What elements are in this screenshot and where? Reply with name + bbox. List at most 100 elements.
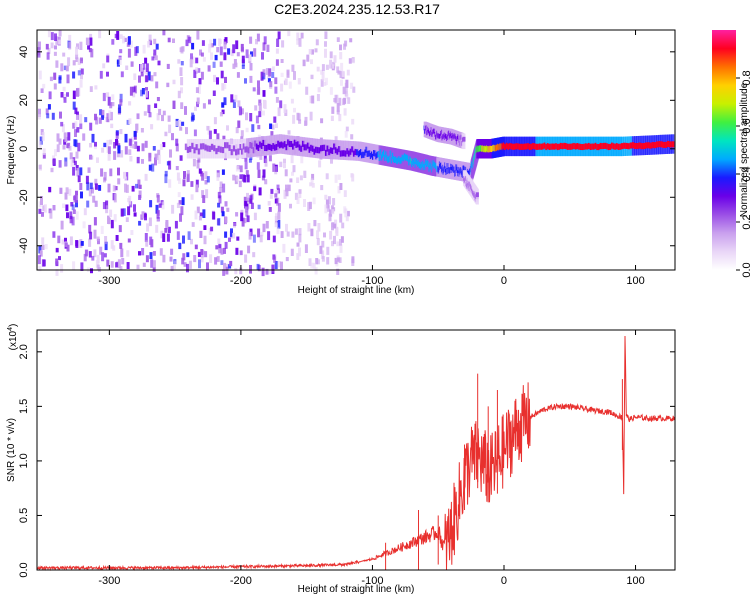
spectrogram-signal-cell <box>527 143 531 150</box>
spectrogram-noise-cell <box>331 106 335 114</box>
spectrogram-noise-cell <box>58 30 62 37</box>
spectrogram-noise-cell <box>99 109 103 116</box>
spectrogram-noise-cell <box>271 124 275 130</box>
spectrogram-noise-cell <box>314 267 318 275</box>
snr-y-tick-label: 1.0 <box>18 453 30 468</box>
spectrogram-noise-cell <box>222 135 226 141</box>
spectrogram-noise-cell <box>274 166 278 175</box>
spectrogram-noise-cell <box>130 61 134 67</box>
spectrogram-noise-cell <box>77 87 81 97</box>
spectrogram-noise-cell <box>173 260 177 265</box>
spectrogram-noise-cell <box>95 259 99 268</box>
spectrogram-noise-cell <box>183 171 186 179</box>
spectrogram-x-ticks: -300 -200 -100 0 100 <box>98 30 645 287</box>
spectrogram-noise-cell <box>339 244 343 253</box>
spectrogram-noise-cell <box>72 261 76 271</box>
spectrogram-noise-cell <box>183 262 187 267</box>
spectrogram-noise-cell <box>119 49 123 54</box>
spectrogram-noise-cell <box>82 133 86 141</box>
spectrogram-noise-cell <box>92 195 96 203</box>
spectrogram-noise-cell <box>178 120 182 127</box>
spectrogram-noise-cell <box>334 219 338 227</box>
spectrogram-noise-cell <box>49 76 53 82</box>
spectrogram-signal-cell <box>197 148 201 155</box>
spectrogram-noise-cell <box>156 113 160 121</box>
spectrogram-signal-cell <box>629 142 633 149</box>
spectrogram-signal-cell <box>226 139 230 159</box>
spectrogram-noise-cell <box>89 37 93 46</box>
spectrogram-noise-cell <box>185 39 189 47</box>
spectrogram-signal-cell <box>592 143 596 150</box>
snr-series <box>36 335 676 572</box>
spectrogram-noise-cell <box>233 59 237 66</box>
spectrogram-noise-cell <box>38 41 41 50</box>
spectrogram-y-ticks: -40 -20 0 20 40 <box>18 46 675 254</box>
spectrogram-noise-cell <box>88 251 92 258</box>
spectrogram-noise-cell <box>94 183 98 190</box>
spectrogram-noise-cell <box>86 200 90 208</box>
spectrogram-noise-cell <box>79 167 83 176</box>
spectrogram-noise-cell <box>101 147 105 153</box>
spectrogram-noise-cell <box>241 64 245 69</box>
spectrogram-noise-cell <box>209 254 213 263</box>
spectrogram-noise-cell <box>55 269 59 276</box>
spectrogram-noise-cell <box>223 83 227 90</box>
spectrogram-noise-cell <box>106 113 110 123</box>
spectrogram-signal-cell <box>346 148 350 155</box>
spectrogram-noise-cell <box>182 235 185 244</box>
spectrogram-noise-cell <box>115 139 118 146</box>
spectrogram-noise-cell <box>155 153 159 161</box>
spectrogram-noise-cell <box>289 203 292 209</box>
spectrogram-noise-cell <box>195 179 199 188</box>
spectrogram-noise-cell <box>90 48 94 58</box>
spectrogram-noise-cell <box>311 183 315 188</box>
spectrogram-noise-cell <box>145 63 149 72</box>
spectrogram-noise-cell <box>296 38 300 45</box>
spectrogram-noise-cell <box>245 210 249 217</box>
spectrogram-noise-cell <box>189 58 193 68</box>
spectrogram-noise-cell <box>186 263 189 273</box>
spectrogram-noise-cell <box>256 263 260 271</box>
spectrogram-noise-cell <box>308 49 312 55</box>
spectrogram-noise-cell <box>46 52 50 60</box>
spectrogram-noise-cell <box>268 68 272 77</box>
spectrogram-noise-cell <box>352 86 356 93</box>
spectrogram-noise-cell <box>331 240 334 247</box>
spectrogram-noise-cell <box>316 94 320 102</box>
spectrogram-signal-cell <box>255 143 259 150</box>
spectrogram-noise-cell <box>238 106 242 116</box>
spectrogram-noise-cell <box>279 100 283 109</box>
spectrogram-noise-cell <box>225 266 229 275</box>
spectrogram-noise-cell <box>298 228 302 236</box>
spectrogram-noise-cell <box>106 55 110 63</box>
spectrogram-noise-cell <box>337 186 341 194</box>
spectrogram-noise-cell <box>54 33 57 41</box>
spectrogram-noise-cell <box>250 51 253 57</box>
spectrogram-noise-cell <box>55 60 59 68</box>
spectrogram-noise-cell <box>232 44 236 54</box>
spectrogram-noise-cell <box>248 158 252 163</box>
spectrogram-noise-cell <box>321 240 325 248</box>
spectrogram-noise-cell <box>91 133 95 143</box>
spectrogram-noise-cell <box>239 267 243 275</box>
spectrogram-x-tick-label: -200 <box>230 275 252 287</box>
spectrogram-noise-cell <box>181 121 185 126</box>
spectrogram-signal-cell <box>283 141 287 148</box>
spectrogram-signal-cell <box>349 148 353 155</box>
snr-x-tick-label: -100 <box>361 575 383 587</box>
spectrogram-noise-cell <box>219 112 223 117</box>
spectrogram-noise-cell <box>150 124 154 130</box>
spectrogram-noise-cell <box>333 98 337 103</box>
spectrogram-noise-cell <box>144 57 148 64</box>
spectrogram-noise-cell <box>223 52 227 61</box>
spectrogram-noise-cell <box>226 207 230 212</box>
spectrogram-noise-cell <box>219 187 223 194</box>
spectrogram-noise-cell <box>344 82 348 91</box>
spectrogram-noise-cell <box>135 123 139 133</box>
spectrogram-noise-cell <box>200 171 204 177</box>
spectrogram-signal-cell <box>594 142 598 149</box>
spectrogram-noise-cell <box>54 149 57 157</box>
spectrogram-noise-cell <box>319 245 323 254</box>
spectrogram-noise-cell <box>94 178 98 185</box>
spectrogram-noise-cell <box>162 110 166 116</box>
